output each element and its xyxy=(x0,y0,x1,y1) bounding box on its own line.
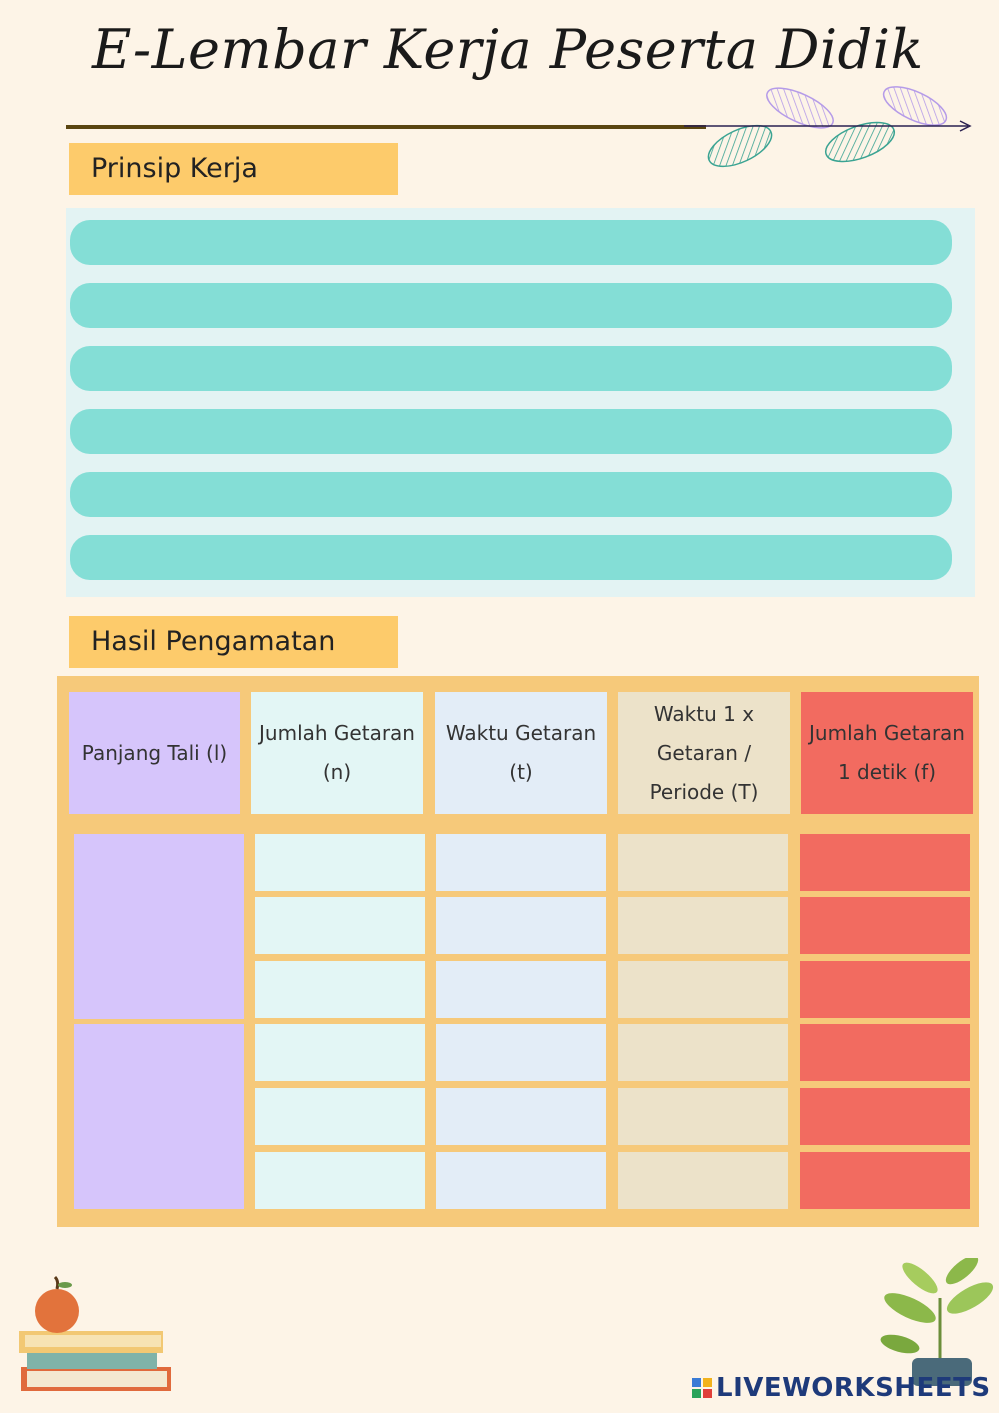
answer-line-3[interactable] xyxy=(70,346,952,391)
header-panjang-tali: Panjang Tali (l) xyxy=(69,692,240,814)
cell-T-3[interactable] xyxy=(618,961,788,1018)
cell-f-4[interactable] xyxy=(800,1024,970,1081)
cell-n-5[interactable] xyxy=(255,1088,425,1145)
header-waktu-getaran: Waktu Getaran (t) xyxy=(435,692,607,814)
header-jumlah-getaran: Jumlah Getaran (n) xyxy=(251,692,423,814)
cell-f-2[interactable] xyxy=(800,897,970,954)
answer-line-2[interactable] xyxy=(70,283,952,328)
cell-f-5[interactable] xyxy=(800,1088,970,1145)
cell-panjang-tali-1[interactable] xyxy=(74,834,244,1019)
cell-n-1[interactable] xyxy=(255,834,425,891)
cell-f-1[interactable] xyxy=(800,834,970,891)
header-periode: Waktu 1 x Getaran / Periode (T) xyxy=(618,692,790,814)
answer-line-1[interactable] xyxy=(70,220,952,265)
plant-illustration xyxy=(880,1258,994,1386)
cell-t-4[interactable] xyxy=(436,1024,606,1081)
cell-T-2[interactable] xyxy=(618,897,788,954)
header-frekuensi: Jumlah Getaran 1 detik (f) xyxy=(801,692,973,814)
section-label-hasil-pengamatan: Hasil Pengamatan xyxy=(69,616,398,668)
liveworksheets-watermark: LIVEWORKSHEETS xyxy=(692,1373,991,1403)
page-title: E-Lembar Kerja Peserta Didik xyxy=(92,18,924,81)
dna-helix-decoration xyxy=(684,86,972,168)
cell-t-6[interactable] xyxy=(436,1152,606,1209)
cell-T-1[interactable] xyxy=(618,834,788,891)
cell-T-4[interactable] xyxy=(618,1024,788,1081)
cell-t-5[interactable] xyxy=(436,1088,606,1145)
answer-line-5[interactable] xyxy=(70,472,952,517)
cell-t-3[interactable] xyxy=(436,961,606,1018)
cell-n-6[interactable] xyxy=(255,1152,425,1209)
cell-T-6[interactable] xyxy=(618,1152,788,1209)
cell-f-6[interactable] xyxy=(800,1152,970,1209)
cell-t-1[interactable] xyxy=(436,834,606,891)
cell-t-2[interactable] xyxy=(436,897,606,954)
liveworksheets-logo-icon xyxy=(692,1378,712,1398)
cell-n-3[interactable] xyxy=(255,961,425,1018)
cell-f-3[interactable] xyxy=(800,961,970,1018)
title-divider xyxy=(66,125,706,129)
cell-n-2[interactable] xyxy=(255,897,425,954)
cell-n-4[interactable] xyxy=(255,1024,425,1081)
cell-panjang-tali-2[interactable] xyxy=(74,1024,244,1209)
answer-line-4[interactable] xyxy=(70,409,952,454)
cell-T-5[interactable] xyxy=(618,1088,788,1145)
prinsip-kerja-answer-panel xyxy=(66,208,975,597)
observation-table: Panjang Tali (l) Jumlah Getaran (n) Wakt… xyxy=(57,676,979,1227)
section-label-prinsip-kerja: Prinsip Kerja xyxy=(69,143,398,195)
answer-line-6[interactable] xyxy=(70,535,952,580)
books-apple-illustration xyxy=(19,1275,171,1391)
watermark-text: LIVEWORKSHEETS xyxy=(716,1373,991,1403)
